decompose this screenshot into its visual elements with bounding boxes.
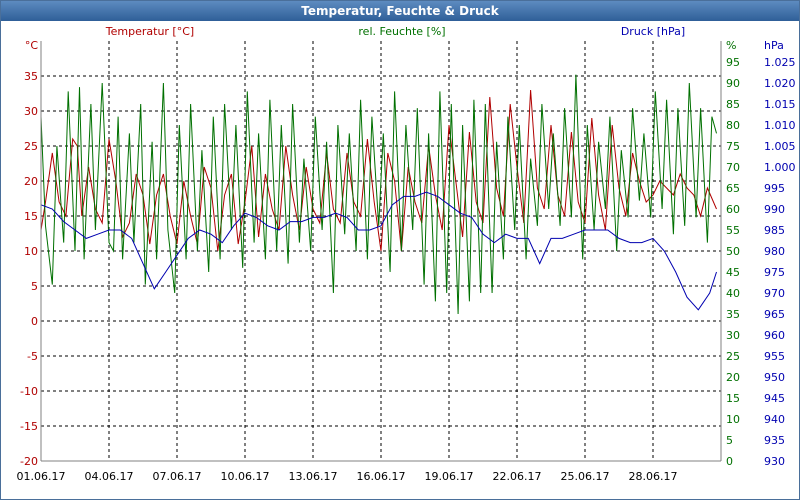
humidity-tick-label: 80 bbox=[726, 119, 740, 132]
series-line-humidity bbox=[40, 74, 717, 315]
pressure-tick-label: 1.020 bbox=[764, 77, 796, 90]
pressure-axis-label: Druck [hPa] bbox=[621, 25, 685, 38]
humidity-tick-label: 45 bbox=[726, 266, 740, 279]
temperature-tick-label: 20 bbox=[24, 175, 38, 188]
pressure-tick-label: 1.005 bbox=[764, 140, 796, 153]
date-tick-label: 10.06.17 bbox=[221, 470, 270, 483]
pressure-tick-label: 955 bbox=[764, 350, 785, 363]
date-tick-label: 22.06.17 bbox=[493, 470, 542, 483]
pressure-tick-label: 970 bbox=[764, 287, 785, 300]
date-tick-label: 13.06.17 bbox=[289, 470, 338, 483]
humidity-tick-label: 65 bbox=[726, 182, 740, 195]
pressure-tick-label: 1.010 bbox=[764, 119, 796, 132]
temperature-tick-label: 25 bbox=[24, 140, 38, 153]
chart-title: Temperatur, Feuchte & Druck bbox=[1, 1, 799, 21]
humidity-axis-label: rel. Feuchte [%] bbox=[358, 25, 445, 38]
pressure-tick-label: 940 bbox=[764, 413, 785, 426]
pressure-tick-label: 965 bbox=[764, 308, 785, 321]
pressure-tick-label: 995 bbox=[764, 182, 785, 195]
humidity-tick-label: 20 bbox=[726, 371, 740, 384]
date-tick-label: 28.06.17 bbox=[629, 470, 678, 483]
humidity-tick-label: 10 bbox=[726, 413, 740, 426]
humidity-tick-label: 75 bbox=[726, 140, 740, 153]
pressure-tick-label: 985 bbox=[764, 224, 785, 237]
humidity-tick-label: 40 bbox=[726, 287, 740, 300]
temperature-tick-label: -10 bbox=[20, 385, 38, 398]
pressure-tick-label: 975 bbox=[764, 266, 785, 279]
humidity-tick-label: 90 bbox=[726, 77, 740, 90]
humidity-tick-label: 25 bbox=[726, 350, 740, 363]
pressure-tick-label: 1.000 bbox=[764, 161, 796, 174]
humidity-tick-label: 5 bbox=[726, 434, 733, 447]
series-line-pressure bbox=[40, 191, 717, 311]
pressure-tick-label: 950 bbox=[764, 371, 785, 384]
humidity-tick-label: 30 bbox=[726, 329, 740, 342]
pressure-unit: hPa bbox=[764, 39, 784, 52]
date-tick-label: 04.06.17 bbox=[85, 470, 134, 483]
temperature-tick-label: 15 bbox=[24, 210, 38, 223]
pressure-tick-label: 990 bbox=[764, 203, 785, 216]
humidity-unit: % bbox=[726, 39, 736, 52]
temperature-tick-label: -15 bbox=[20, 420, 38, 433]
humidity-tick-label: 35 bbox=[726, 308, 740, 321]
temperature-tick-label: 10 bbox=[24, 245, 38, 258]
humidity-tick-label: 0 bbox=[726, 455, 733, 468]
temperature-tick-label: -5 bbox=[27, 350, 38, 363]
temperature-axis-label: Temperatur [°C] bbox=[105, 25, 194, 38]
date-tick-label: 25.06.17 bbox=[561, 470, 610, 483]
date-tick-label: 01.06.17 bbox=[17, 470, 66, 483]
humidity-tick-label: 85 bbox=[726, 98, 740, 111]
temperature-unit: °C bbox=[25, 39, 39, 52]
pressure-tick-label: 980 bbox=[764, 245, 785, 258]
pressure-tick-label: 935 bbox=[764, 434, 785, 447]
pressure-tick-label: 960 bbox=[764, 329, 785, 342]
date-tick-label: 16.06.17 bbox=[357, 470, 406, 483]
ticks-layer: -20 -15 -10 -5 0 5 10 15 20 25 30 35 0 5 10 15 20 25 30 35 4… bbox=[17, 56, 796, 483]
pressure-tick-label: 1.025 bbox=[764, 56, 796, 69]
series-layer bbox=[40, 74, 717, 315]
humidity-tick-label: 70 bbox=[726, 161, 740, 174]
temperature-tick-label: -20 bbox=[20, 455, 38, 468]
temperature-tick-label: 0 bbox=[31, 315, 38, 328]
pressure-tick-label: 945 bbox=[764, 392, 785, 405]
humidity-tick-label: 50 bbox=[726, 245, 740, 258]
humidity-tick-label: 95 bbox=[726, 56, 740, 69]
temperature-tick-label: 35 bbox=[24, 70, 38, 83]
date-tick-label: 19.06.17 bbox=[425, 470, 474, 483]
temperature-tick-label: 30 bbox=[24, 105, 38, 118]
pressure-tick-label: 930 bbox=[764, 455, 785, 468]
humidity-tick-label: 55 bbox=[726, 224, 740, 237]
humidity-tick-label: 60 bbox=[726, 203, 740, 216]
date-tick-label: 07.06.17 bbox=[153, 470, 202, 483]
temperature-tick-label: 5 bbox=[31, 280, 38, 293]
humidity-tick-label: 15 bbox=[726, 392, 740, 405]
pressure-tick-label: 1.015 bbox=[764, 98, 796, 111]
